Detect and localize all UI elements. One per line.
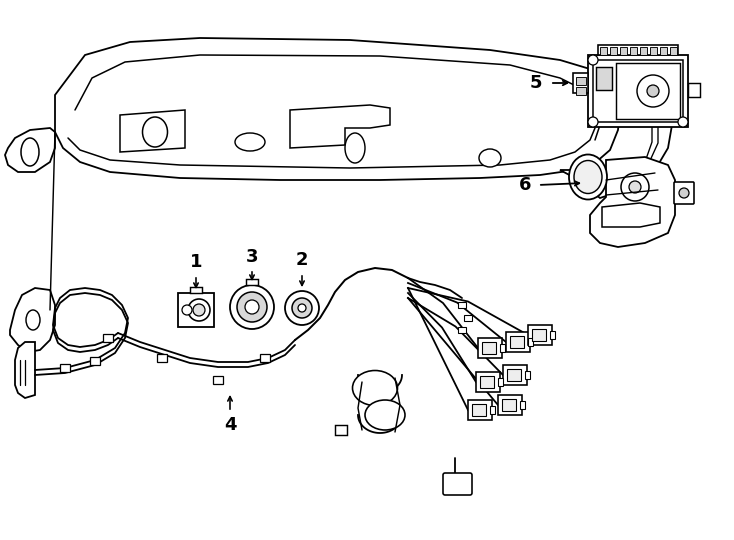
Circle shape <box>678 117 688 127</box>
Circle shape <box>182 305 192 315</box>
Polygon shape <box>480 376 494 388</box>
Polygon shape <box>498 395 522 415</box>
Bar <box>688 83 700 97</box>
Polygon shape <box>602 203 660 227</box>
Bar <box>528 338 533 346</box>
Bar <box>620 47 627 55</box>
Polygon shape <box>482 342 496 354</box>
Ellipse shape <box>352 370 398 406</box>
Bar <box>630 47 637 55</box>
Circle shape <box>188 299 210 321</box>
Bar <box>213 376 223 384</box>
Ellipse shape <box>21 138 39 166</box>
Polygon shape <box>10 288 55 352</box>
Bar <box>490 406 495 414</box>
Polygon shape <box>290 105 390 148</box>
Polygon shape <box>588 55 688 127</box>
Polygon shape <box>502 399 516 411</box>
Bar <box>498 378 503 386</box>
Polygon shape <box>15 342 35 398</box>
Polygon shape <box>596 67 612 90</box>
Ellipse shape <box>26 310 40 330</box>
Bar <box>670 47 677 55</box>
Polygon shape <box>506 332 530 352</box>
Bar <box>525 371 530 379</box>
Polygon shape <box>5 128 55 172</box>
Bar <box>520 401 525 409</box>
Circle shape <box>629 181 641 193</box>
Ellipse shape <box>142 117 167 147</box>
Text: 6: 6 <box>519 176 531 194</box>
Bar <box>458 302 466 308</box>
Polygon shape <box>510 336 524 348</box>
Circle shape <box>621 173 649 201</box>
FancyBboxPatch shape <box>443 473 472 495</box>
Polygon shape <box>616 63 680 119</box>
Bar <box>464 315 472 321</box>
Circle shape <box>285 291 319 325</box>
Circle shape <box>637 75 669 107</box>
Circle shape <box>679 188 689 198</box>
Polygon shape <box>468 400 492 420</box>
Polygon shape <box>588 160 608 195</box>
Bar <box>576 77 586 85</box>
Ellipse shape <box>365 400 405 430</box>
Circle shape <box>237 292 267 322</box>
Ellipse shape <box>479 149 501 167</box>
Polygon shape <box>590 157 675 247</box>
Circle shape <box>298 304 306 312</box>
Ellipse shape <box>345 133 365 163</box>
Bar <box>500 344 505 352</box>
Bar <box>610 47 617 55</box>
FancyBboxPatch shape <box>674 182 694 204</box>
Polygon shape <box>472 404 486 416</box>
Bar <box>157 354 167 362</box>
Polygon shape <box>246 279 258 285</box>
Ellipse shape <box>235 133 265 151</box>
Text: 4: 4 <box>224 416 236 434</box>
Circle shape <box>292 298 312 318</box>
Polygon shape <box>532 329 546 341</box>
Circle shape <box>230 285 274 329</box>
Bar <box>650 47 657 55</box>
Bar <box>90 357 100 365</box>
Polygon shape <box>476 372 500 392</box>
Text: 1: 1 <box>190 253 203 271</box>
Text: 5: 5 <box>530 74 542 92</box>
Polygon shape <box>503 365 527 385</box>
Polygon shape <box>593 60 683 122</box>
Bar <box>260 354 270 362</box>
Text: 2: 2 <box>296 251 308 269</box>
Bar <box>550 331 555 339</box>
Circle shape <box>647 85 659 97</box>
Polygon shape <box>120 110 185 152</box>
Polygon shape <box>560 60 672 198</box>
Polygon shape <box>573 73 588 93</box>
Polygon shape <box>528 325 552 345</box>
Circle shape <box>588 55 598 65</box>
Polygon shape <box>598 45 678 55</box>
Bar <box>458 327 466 333</box>
Text: 3: 3 <box>246 248 258 266</box>
Polygon shape <box>507 369 521 381</box>
Bar <box>660 47 667 55</box>
Bar <box>60 364 70 372</box>
Bar <box>600 47 607 55</box>
Polygon shape <box>478 338 502 358</box>
Bar <box>103 334 113 342</box>
Bar <box>335 425 347 435</box>
Circle shape <box>193 304 205 316</box>
Polygon shape <box>190 287 202 293</box>
Bar <box>576 87 586 95</box>
Ellipse shape <box>574 160 602 193</box>
Bar <box>640 47 647 55</box>
Ellipse shape <box>569 154 607 199</box>
Circle shape <box>588 117 598 127</box>
Circle shape <box>245 300 259 314</box>
Polygon shape <box>55 38 630 180</box>
Polygon shape <box>178 293 214 327</box>
